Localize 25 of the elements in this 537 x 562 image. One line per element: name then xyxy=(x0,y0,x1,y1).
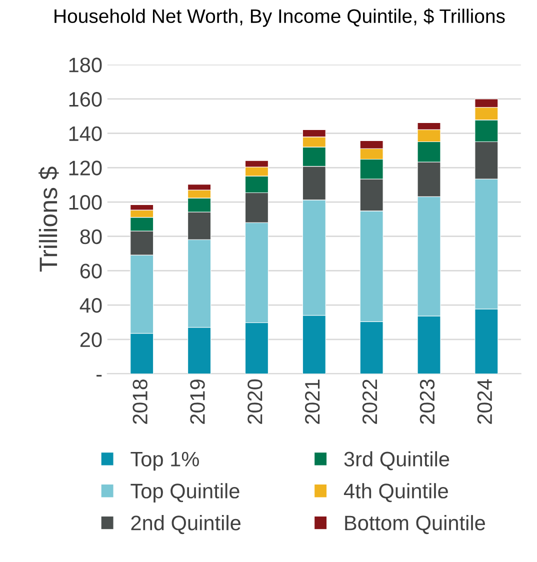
y-tick-label: 120 xyxy=(69,160,102,176)
legend-label: Top 1% xyxy=(130,452,199,471)
y-tick-label: 40 xyxy=(80,298,102,313)
y-tick-label: 180 xyxy=(69,58,102,72)
y-tick-label: 80 xyxy=(80,229,102,244)
x-tick-label: 2018 xyxy=(132,379,148,424)
y-tick-label: 140 xyxy=(69,126,102,142)
legend-label: 4th Quintile xyxy=(344,483,448,502)
y-tick-label: 100 xyxy=(69,195,102,210)
x-tick-label: 2020 xyxy=(248,379,262,424)
x-tick-label: 2022 xyxy=(362,380,378,424)
legend-label: Bottom Quintile xyxy=(345,515,485,534)
y-tick-label: 160 xyxy=(69,92,102,107)
chart-title: Household Net Worth, By Income Quintile, $ Trillions xyxy=(54,8,505,27)
x-tick-label: 2023 xyxy=(420,380,435,424)
y-tick-label: - xyxy=(96,374,102,377)
legend-label: 3rd Quintile xyxy=(344,451,450,470)
y-axis-title: Trillions $ xyxy=(38,166,59,272)
x-tick-label: 2019 xyxy=(190,380,205,424)
y-tick-label: 60 xyxy=(80,264,102,278)
legend-label: Top Quintile xyxy=(130,483,240,503)
x-tick-label: 2021 xyxy=(304,380,320,424)
x-tick-label: 2024 xyxy=(477,379,492,424)
legend-label: 2nd Quintile xyxy=(131,515,240,534)
y-tick-label: 20 xyxy=(80,332,102,348)
